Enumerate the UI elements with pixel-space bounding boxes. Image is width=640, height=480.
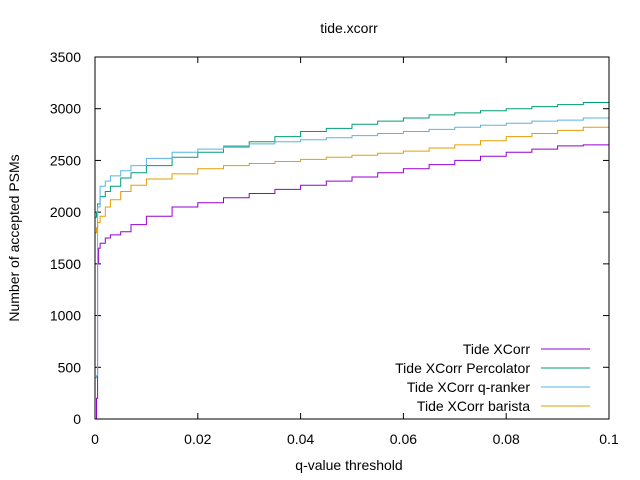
legend: Tide XCorr Tide XCorr Percolator Tide XCor…: [395, 341, 590, 414]
y-axis-label: Number of accepted PSMs: [6, 154, 22, 321]
y-tick-label: 2000: [50, 204, 81, 220]
y-tick-label: 3000: [50, 101, 81, 117]
y-tick-label: 3500: [50, 49, 81, 65]
axis-ticks: 0 500 1000 1500 2000 2500 3000 3500 0 0.02 0.04 0.0…: [50, 49, 619, 447]
x-tick-label: 0.08: [493, 431, 520, 447]
legend-label: Tide XCorr: [463, 341, 531, 357]
series-layer: [95, 101, 610, 420]
series-line-4: [95, 124, 610, 234]
x-tick-label: 0.04: [287, 431, 314, 447]
plot-frame: [94, 56, 610, 420]
y-tick-label: 1500: [50, 256, 81, 272]
y-tick-label: 500: [58, 359, 82, 375]
legend-label: Tide XCorr q-ranker: [407, 379, 531, 395]
series-line-1: [95, 142, 610, 420]
legend-label: Tide XCorr barista: [417, 398, 530, 414]
y-tick-label: 2500: [50, 152, 81, 168]
x-tick-label: 0: [91, 431, 99, 447]
series-line-2: [95, 101, 610, 218]
legend-label: Tide XCorr Percolator: [395, 360, 530, 376]
chart-title: tide.xcorr: [320, 20, 378, 36]
y-tick-label: 0: [73, 411, 81, 427]
x-tick-label: 0.02: [184, 431, 211, 447]
x-axis-label: q-value threshold: [295, 457, 402, 473]
x-tick-label: 0.1: [599, 431, 619, 447]
x-tick-label: 0.06: [390, 431, 417, 447]
y-tick-label: 1000: [50, 308, 81, 324]
series-line-3: [95, 117, 610, 379]
